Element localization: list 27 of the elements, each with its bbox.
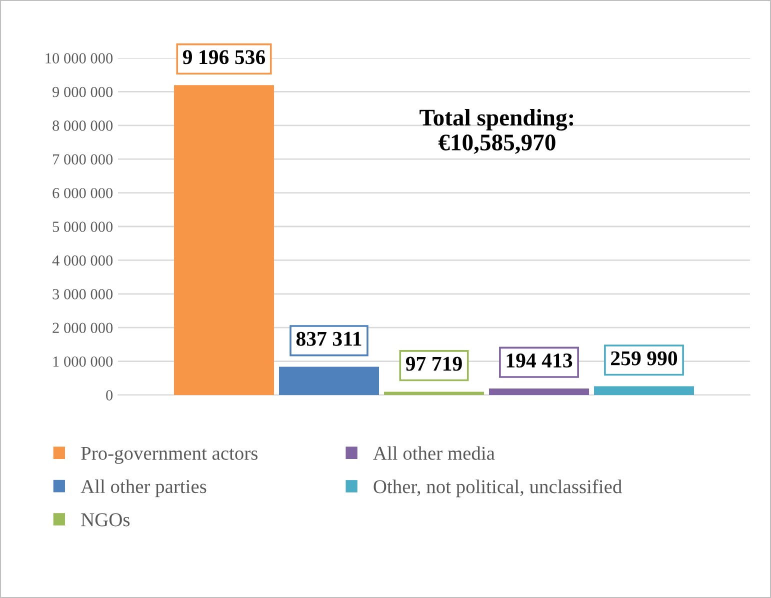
- legend-label: All other media: [373, 446, 495, 460]
- legend-label: Pro-government actors: [81, 446, 258, 464]
- data-label: 97 719: [406, 356, 462, 371]
- bar: [594, 386, 694, 395]
- data-label: 194 413: [506, 354, 572, 368]
- y-tick-label: 2 000 000: [52, 322, 113, 334]
- y-tick-label: 1 000 000: [53, 356, 113, 367]
- legend-label: NGOs: [81, 513, 130, 526]
- y-tick-label: 3 000 000: [52, 289, 113, 300]
- bar: [279, 366, 379, 395]
- data-label: 837 311: [296, 332, 362, 346]
- bar: [384, 392, 484, 395]
- data-label: 259 990: [611, 351, 678, 366]
- y-tick-label: 8 000 000: [52, 120, 113, 131]
- data-label: 9 196 536: [182, 50, 266, 64]
- y-tick-label: 4 000 000: [52, 255, 113, 266]
- legend-label: Other, not political, unclassified: [374, 479, 622, 498]
- y-tick-label: 6 000 000: [52, 188, 113, 198]
- annotation: Total spending: €10,585,970: [420, 108, 574, 154]
- y-tick-label: 7 000 000: [53, 154, 113, 165]
- bar: [489, 388, 589, 395]
- y-tick-label: 10 000 000: [46, 53, 113, 64]
- bar: [174, 85, 274, 395]
- y-tick-label: 9 000 000: [52, 86, 113, 98]
- legend-label: All other parties: [80, 479, 206, 498]
- y-tick-label: 0: [106, 390, 113, 400]
- y-tick-label: 5 000 000: [52, 222, 113, 232]
